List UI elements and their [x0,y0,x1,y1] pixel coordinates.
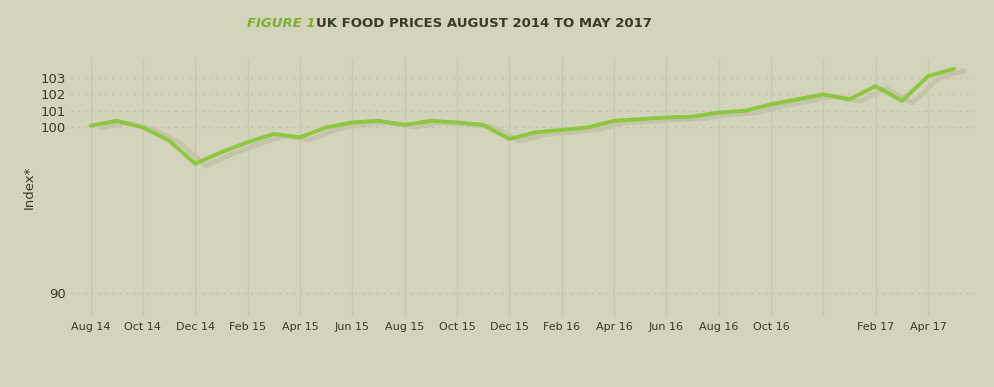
Y-axis label: Index*: Index* [23,166,36,209]
Text: FIGURE 1: FIGURE 1 [247,17,315,31]
Text: UK FOOD PRICES AUGUST 2014 TO MAY 2017: UK FOOD PRICES AUGUST 2014 TO MAY 2017 [316,17,652,31]
